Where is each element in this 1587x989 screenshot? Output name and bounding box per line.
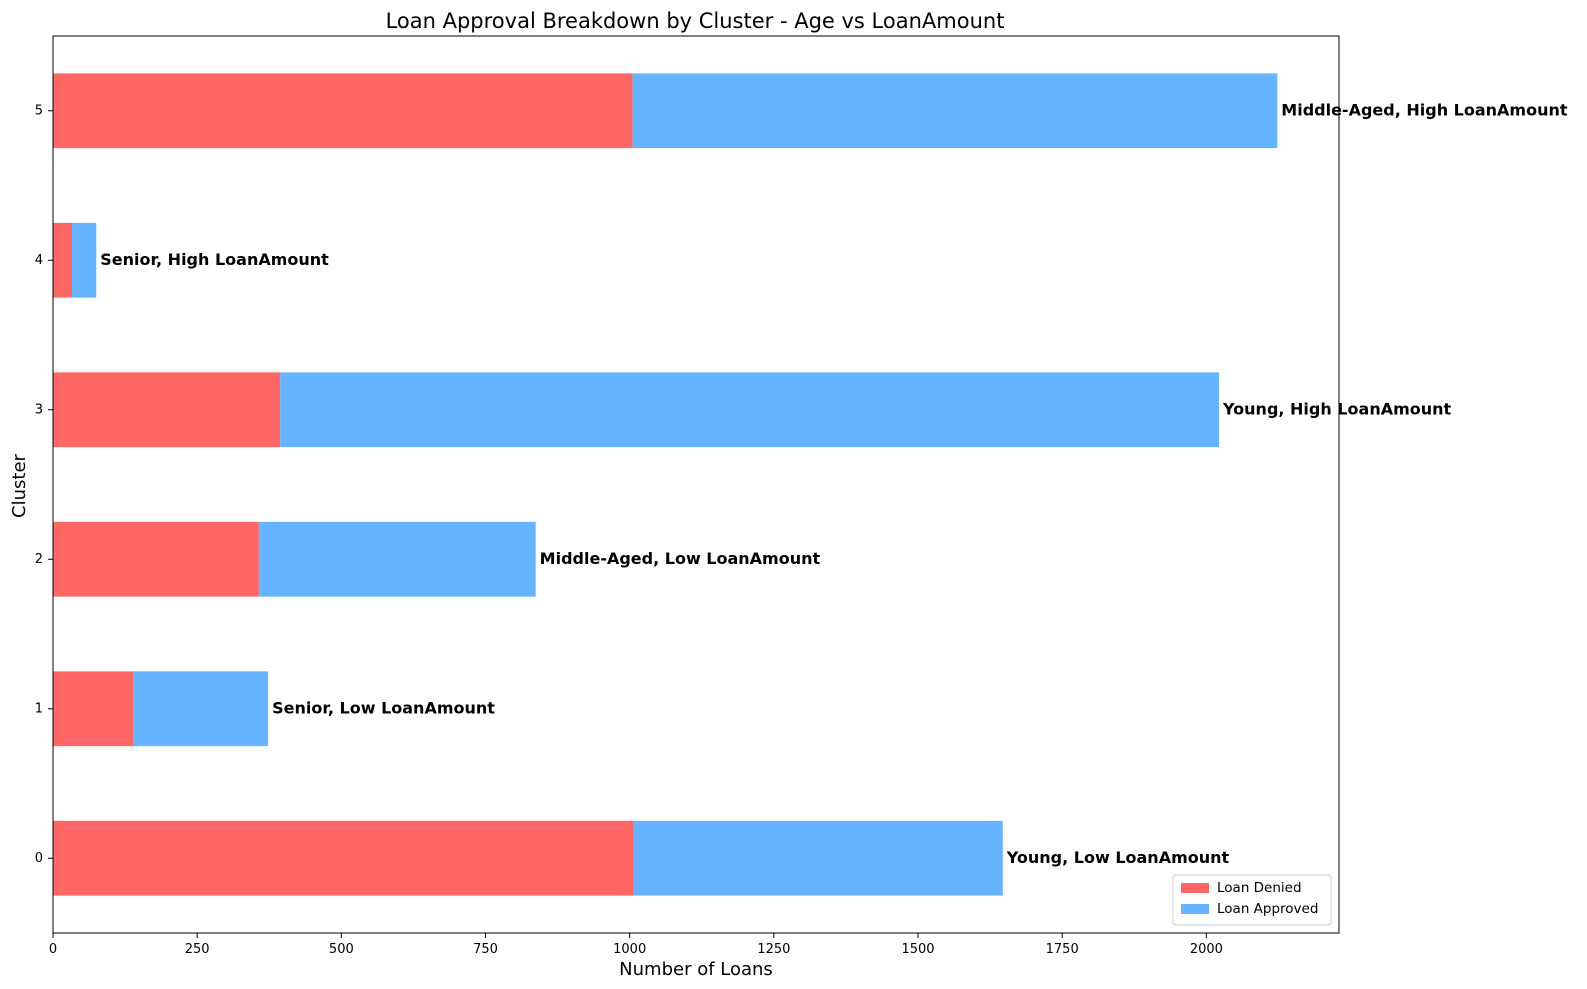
- chart-title: Loan Approval Breakdown by Cluster - Age…: [386, 9, 1005, 33]
- x-tick-label-0: 0: [49, 942, 57, 957]
- y-tick-label-0: 0: [35, 851, 43, 866]
- legend-swatch-1: [1181, 904, 1209, 914]
- x-tick-label-750: 750: [473, 942, 498, 957]
- bar-cluster-4-series-1: [72, 222, 97, 298]
- bar-label-cluster-5: Middle-Aged, High LoanAmount: [1281, 100, 1568, 119]
- bar-cluster-1-series-0: [53, 671, 134, 747]
- x-tick-label-250: 250: [185, 942, 210, 957]
- bar-cluster-0-series-0: [53, 820, 634, 896]
- legend-label-0: Loan Denied: [1217, 880, 1302, 896]
- bars-layer: [53, 73, 1278, 896]
- plot-frame: [52, 35, 1340, 934]
- bar-label-cluster-4: Senior, High LoanAmount: [100, 250, 329, 269]
- x-tick-label-1750: 1750: [1046, 942, 1079, 957]
- y-tick-label-1: 1: [35, 701, 43, 716]
- x-axis-title: Number of Loans: [619, 959, 773, 980]
- bar-cluster-3-series-1: [280, 372, 1220, 448]
- x-tick-label-2000: 2000: [1190, 942, 1223, 957]
- bar-cluster-5-series-1: [632, 73, 1278, 149]
- legend: Loan Denied Loan Approved: [1172, 874, 1332, 926]
- y-tick-label-3: 3: [35, 402, 43, 417]
- y-tick-label-5: 5: [35, 103, 43, 118]
- bar-labels-layer: Young, Low LoanAmount Senior, Low LoanAmo…: [100, 100, 1568, 867]
- x-tick-label-1250: 1250: [757, 942, 790, 957]
- bar-label-cluster-1: Senior, Low LoanAmount: [272, 698, 495, 717]
- x-tick-label-1500: 1500: [901, 942, 934, 957]
- legend-label-1: Loan Approved: [1217, 901, 1318, 917]
- bar-cluster-2-series-1: [258, 521, 536, 597]
- bar-cluster-1-series-1: [133, 671, 269, 747]
- y-axis-title: Cluster: [9, 453, 30, 517]
- x-tick-label-500: 500: [329, 942, 354, 957]
- bar-label-cluster-3: Young, High LoanAmount: [1222, 399, 1451, 418]
- bar-cluster-0-series-1: [633, 820, 1003, 896]
- y-tick-label-4: 4: [35, 253, 43, 268]
- legend-box: [1172, 874, 1332, 926]
- x-tick-label-1000: 1000: [613, 942, 646, 957]
- legend-swatch-0: [1181, 883, 1209, 893]
- bar-label-cluster-0: Young, Low LoanAmount: [1006, 848, 1230, 867]
- bar-label-cluster-2: Middle-Aged, Low LoanAmount: [540, 549, 821, 568]
- y-tick-label-2: 2: [35, 552, 43, 567]
- x-axis: 0 250 500 750 1000 1250 1500 1750 2000: [49, 933, 1223, 957]
- bar-cluster-4-series-0: [53, 222, 73, 298]
- y-axis: 0 1 2 3 4 5: [35, 103, 53, 866]
- bar-cluster-2-series-0: [53, 521, 259, 597]
- bar-cluster-3-series-0: [53, 372, 281, 448]
- bar-cluster-5-series-0: [53, 73, 633, 149]
